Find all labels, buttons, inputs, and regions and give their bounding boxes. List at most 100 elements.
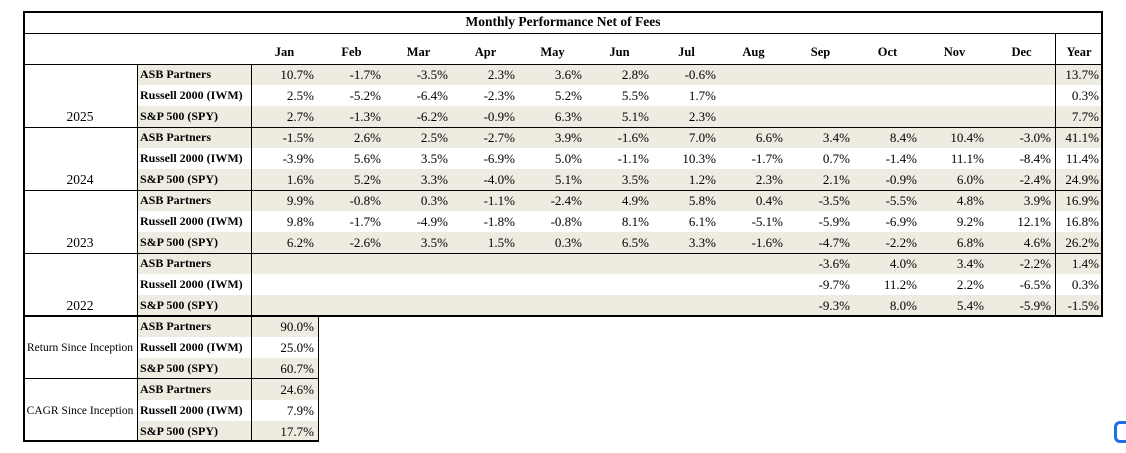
- series-name-cell: ASB Partners: [137, 316, 251, 337]
- series-name-cell: Russell 2000 (IWM): [140, 403, 243, 417]
- year-total-cell: 1.4%: [1055, 253, 1103, 274]
- month-value-cell: -4.7%: [787, 232, 854, 253]
- month-value-cell: 2.6%: [318, 127, 385, 148]
- month-value-cell: 0.3%: [385, 190, 452, 211]
- month-value-cell: 1.7%: [688, 88, 716, 103]
- series-name-cell: S&P 500 (SPY): [137, 169, 251, 190]
- grid-line: [1101, 11, 1103, 316]
- month-value-cell: 5.1%: [586, 106, 653, 127]
- month-header: Jun: [609, 45, 630, 59]
- month-value-cell: [318, 274, 385, 295]
- month-value-cell: [921, 64, 988, 85]
- summary-value-cell: 17.7%: [251, 421, 318, 442]
- year-total-cell: 0.3%: [1071, 277, 1099, 292]
- month-value-cell: -2.2%: [854, 232, 921, 253]
- month-value-cell: -2.4%: [519, 190, 586, 211]
- month-value-cell: [854, 64, 921, 85]
- month-value-cell: 6.2%: [251, 232, 318, 253]
- month-value-cell: 6.1%: [688, 214, 716, 229]
- month-value-cell: 11.2%: [883, 277, 917, 292]
- series-name-cell: Russell 2000 (IWM): [140, 340, 243, 354]
- month-value-cell: [921, 106, 988, 127]
- series-name-cell: S&P 500 (SPY): [137, 232, 251, 253]
- month-value-cell: [519, 274, 586, 295]
- month-value-cell: -6.4%: [416, 88, 448, 103]
- month-value-cell: [720, 106, 787, 127]
- month-value-cell: -1.1%: [452, 190, 519, 211]
- month-value-cell: -1.6%: [720, 232, 787, 253]
- month-value-cell: 6.8%: [921, 232, 988, 253]
- month-value-cell: 4.9%: [586, 190, 653, 211]
- summary-value-cell: 24.6%: [251, 379, 318, 400]
- month-value-cell: 10.7%: [251, 64, 318, 85]
- month-value-cell: 2.3%: [720, 169, 787, 190]
- year-total-cell: 41.1%: [1055, 127, 1103, 148]
- month-value-cell: [519, 253, 586, 274]
- month-value-cell: -0.8%: [550, 214, 582, 229]
- month-value-cell: -8.4%: [1019, 151, 1051, 166]
- month-value-cell: [452, 295, 519, 316]
- series-name-cell: ASB Partners: [137, 64, 251, 85]
- month-value-cell: 5.2%: [318, 169, 385, 190]
- month-value-cell: 5.2%: [554, 88, 582, 103]
- month-value-cell: 0.3%: [519, 232, 586, 253]
- month-value-cell: 9.2%: [956, 214, 984, 229]
- month-value-cell: 2.1%: [787, 169, 854, 190]
- month-value-cell: -9.7%: [818, 277, 850, 292]
- year-label-cell: 2022: [66, 298, 94, 313]
- series-name-cell: ASB Partners: [137, 379, 251, 400]
- month-value-cell: -3.6%: [787, 253, 854, 274]
- month-value-cell: -2.3%: [483, 88, 515, 103]
- month-value-cell: 3.5%: [385, 232, 452, 253]
- month-value-cell: 1.2%: [653, 169, 720, 190]
- month-value-cell: -3.5%: [385, 64, 452, 85]
- month-value-cell: 1.5%: [452, 232, 519, 253]
- month-header: Sep: [810, 45, 831, 59]
- month-value-cell: [318, 295, 385, 316]
- month-value-cell: -1.4%: [885, 151, 917, 166]
- grid-line: [23, 11, 1103, 13]
- grid-line: [23, 11, 25, 442]
- year-total-cell: 11.4%: [1065, 151, 1099, 166]
- month-value-cell: -1.5%: [251, 127, 318, 148]
- month-value-cell: -0.8%: [318, 190, 385, 211]
- grid-line: [318, 316, 319, 442]
- summary-value-cell: 90.0%: [251, 316, 318, 337]
- grid-line: [23, 440, 319, 442]
- month-value-cell: 10.3%: [682, 151, 716, 166]
- month-value-cell: 9.8%: [286, 214, 314, 229]
- grid-line: [137, 64, 138, 442]
- month-value-cell: [988, 106, 1055, 127]
- year-column-header: Year: [1066, 45, 1092, 59]
- month-value-cell: -1.1%: [617, 151, 649, 166]
- month-header: Mar: [406, 45, 431, 59]
- month-value-cell: 0.4%: [720, 190, 787, 211]
- month-value-cell: 6.0%: [921, 169, 988, 190]
- month-value-cell: 8.1%: [621, 214, 649, 229]
- month-value-cell: 3.6%: [519, 64, 586, 85]
- grid-line: [23, 190, 1103, 191]
- series-name-cell: ASB Partners: [137, 127, 251, 148]
- month-value-cell: [854, 85, 921, 106]
- month-value-cell: 2.3%: [653, 106, 720, 127]
- month-value-cell: -6.2%: [385, 106, 452, 127]
- month-value-cell: -2.4%: [988, 169, 1055, 190]
- month-value-cell: -5.2%: [349, 88, 381, 103]
- month-value-cell: [586, 295, 653, 316]
- month-value-cell: 2.8%: [586, 64, 653, 85]
- month-value-cell: 5.6%: [353, 151, 381, 166]
- month-header: Aug: [742, 45, 765, 59]
- summary-label-cell: CAGR Since Inception: [26, 404, 134, 417]
- month-value-cell: -0.9%: [452, 106, 519, 127]
- month-value-cell: -1.7%: [349, 214, 381, 229]
- blue-bracket-fragment[interactable]: [1114, 421, 1126, 443]
- month-value-cell: [720, 64, 787, 85]
- month-header: Jul: [678, 45, 695, 59]
- month-value-cell: 2.5%: [385, 127, 452, 148]
- header-spacer: [23, 33, 251, 64]
- series-name-cell: ASB Partners: [137, 190, 251, 211]
- month-value-cell: [787, 64, 854, 85]
- month-value-cell: [653, 253, 720, 274]
- summary-value-cell: 60.7%: [251, 358, 318, 379]
